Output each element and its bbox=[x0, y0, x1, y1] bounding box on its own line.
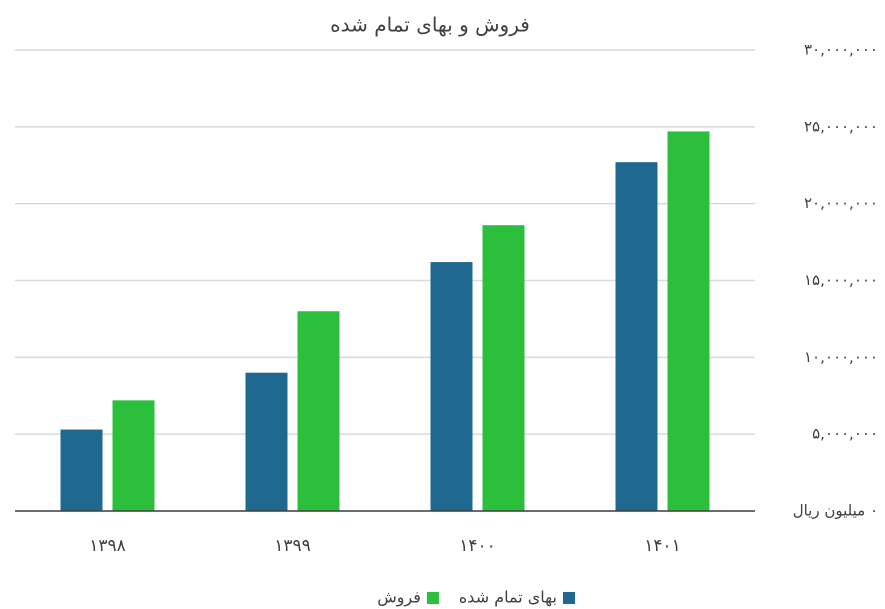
legend-swatch bbox=[563, 592, 575, 604]
bar bbox=[482, 225, 525, 511]
bar bbox=[112, 400, 155, 511]
y-tick-label: ۵,۰۰۰,۰۰۰ bbox=[812, 425, 878, 443]
bar bbox=[297, 311, 340, 511]
y-tick-label: ۲۰,۰۰۰,۰۰۰ bbox=[804, 194, 878, 212]
y-tick-label: ۰ میلیون ریال bbox=[793, 502, 878, 520]
x-tick-label: ۱۴۰۱ bbox=[644, 536, 681, 556]
y-tick-label: ۱۵,۰۰۰,۰۰۰ bbox=[804, 271, 878, 289]
legend-swatch bbox=[426, 592, 439, 604]
bar bbox=[615, 162, 658, 511]
bar bbox=[667, 131, 710, 511]
bar bbox=[430, 262, 473, 511]
x-tick-label: ۱۳۹۸ bbox=[89, 536, 126, 556]
chart-title: فروش و بهای تمام شده bbox=[330, 13, 530, 37]
legend-label: بهای تمام شده bbox=[459, 588, 557, 608]
y-tick-label: ۳۰,۰۰۰,۰۰۰ bbox=[804, 41, 878, 59]
bar bbox=[245, 372, 288, 511]
y-tick-label: ۲۵,۰۰۰,۰۰۰ bbox=[804, 117, 878, 135]
x-tick-label: ۱۴۰۰ bbox=[459, 536, 496, 556]
x-tick-label: ۱۳۹۹ bbox=[274, 536, 311, 556]
bar bbox=[60, 429, 103, 511]
legend-label: فروش bbox=[377, 588, 421, 608]
y-tick-label: ۱۰,۰۰۰,۰۰۰ bbox=[804, 348, 878, 366]
